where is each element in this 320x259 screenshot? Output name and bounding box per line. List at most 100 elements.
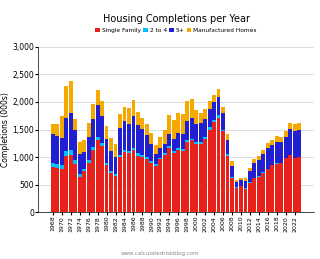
Bar bbox=[217, 89, 220, 97]
Bar bbox=[185, 142, 189, 212]
Bar bbox=[158, 159, 162, 212]
Bar bbox=[60, 165, 64, 169]
Bar bbox=[140, 118, 144, 129]
Bar bbox=[149, 144, 153, 161]
Bar bbox=[69, 155, 73, 212]
Bar bbox=[163, 153, 167, 155]
Bar bbox=[91, 150, 95, 212]
Bar bbox=[230, 177, 234, 178]
Bar bbox=[185, 121, 189, 140]
Bar bbox=[127, 153, 131, 212]
Bar bbox=[109, 151, 113, 171]
Bar bbox=[78, 142, 82, 154]
Bar bbox=[154, 164, 158, 166]
Bar bbox=[297, 130, 301, 157]
Bar bbox=[217, 97, 220, 115]
Bar bbox=[284, 137, 288, 158]
Bar bbox=[235, 179, 238, 182]
Bar bbox=[172, 153, 176, 212]
Bar bbox=[239, 186, 243, 212]
Bar bbox=[203, 109, 207, 119]
Bar bbox=[105, 163, 108, 165]
Bar bbox=[145, 135, 149, 157]
Bar bbox=[82, 140, 86, 152]
Bar bbox=[114, 176, 117, 212]
Bar bbox=[60, 116, 64, 138]
Bar bbox=[167, 146, 171, 148]
Bar bbox=[55, 168, 59, 212]
Bar bbox=[230, 161, 234, 166]
Bar bbox=[261, 173, 265, 212]
Title: Housing Completions per Year: Housing Completions per Year bbox=[102, 14, 250, 24]
Bar bbox=[82, 171, 86, 212]
Bar bbox=[226, 140, 229, 154]
Bar bbox=[69, 81, 73, 113]
Bar bbox=[105, 126, 108, 139]
Bar bbox=[51, 167, 55, 212]
Bar bbox=[257, 160, 261, 176]
Bar bbox=[55, 164, 59, 168]
Bar bbox=[78, 154, 82, 174]
Bar bbox=[270, 145, 274, 165]
Bar bbox=[226, 156, 229, 212]
Bar bbox=[145, 124, 149, 135]
Bar bbox=[154, 154, 158, 164]
Bar bbox=[194, 110, 198, 124]
Bar bbox=[181, 134, 185, 149]
Bar bbox=[51, 163, 55, 167]
Bar bbox=[60, 169, 64, 212]
Bar bbox=[132, 150, 135, 212]
Bar bbox=[132, 116, 135, 148]
Bar bbox=[91, 147, 95, 150]
Bar bbox=[176, 133, 180, 148]
Bar bbox=[212, 120, 216, 122]
Bar bbox=[118, 155, 122, 157]
Bar bbox=[163, 130, 167, 144]
Bar bbox=[199, 113, 203, 123]
Bar bbox=[55, 124, 59, 136]
Bar bbox=[64, 156, 68, 212]
Bar bbox=[109, 174, 113, 212]
Bar bbox=[266, 169, 270, 212]
Bar bbox=[118, 128, 122, 155]
Bar bbox=[208, 127, 212, 130]
Bar bbox=[132, 100, 135, 116]
Bar bbox=[244, 189, 247, 212]
Bar bbox=[203, 137, 207, 139]
Bar bbox=[114, 157, 117, 174]
Legend: Single Family, 2 to 4, 5+, Manufactured Homes: Single Family, 2 to 4, 5+, Manufactured … bbox=[95, 28, 257, 33]
Bar bbox=[154, 166, 158, 212]
Bar bbox=[288, 129, 292, 155]
Bar bbox=[73, 164, 77, 212]
Bar bbox=[212, 95, 216, 102]
Bar bbox=[190, 118, 194, 139]
Bar bbox=[199, 144, 203, 212]
Bar bbox=[288, 155, 292, 212]
Bar bbox=[127, 151, 131, 153]
Bar bbox=[118, 157, 122, 212]
Bar bbox=[64, 152, 68, 156]
Bar bbox=[257, 176, 261, 177]
Bar bbox=[284, 131, 288, 137]
Bar bbox=[114, 174, 117, 176]
Bar bbox=[270, 166, 274, 212]
Bar bbox=[64, 86, 68, 118]
Bar bbox=[91, 104, 95, 119]
Bar bbox=[123, 150, 126, 153]
Bar bbox=[248, 183, 252, 212]
Bar bbox=[288, 123, 292, 129]
Bar bbox=[100, 116, 104, 143]
Bar bbox=[270, 140, 274, 145]
Bar bbox=[158, 157, 162, 159]
Bar bbox=[230, 178, 234, 212]
Bar bbox=[194, 142, 198, 144]
Bar bbox=[100, 101, 104, 116]
Bar bbox=[239, 178, 243, 180]
Bar bbox=[235, 182, 238, 187]
Bar bbox=[293, 131, 297, 158]
Bar bbox=[149, 133, 153, 144]
Bar bbox=[248, 168, 252, 171]
Bar bbox=[69, 150, 73, 155]
Bar bbox=[167, 148, 171, 212]
Bar bbox=[91, 119, 95, 147]
